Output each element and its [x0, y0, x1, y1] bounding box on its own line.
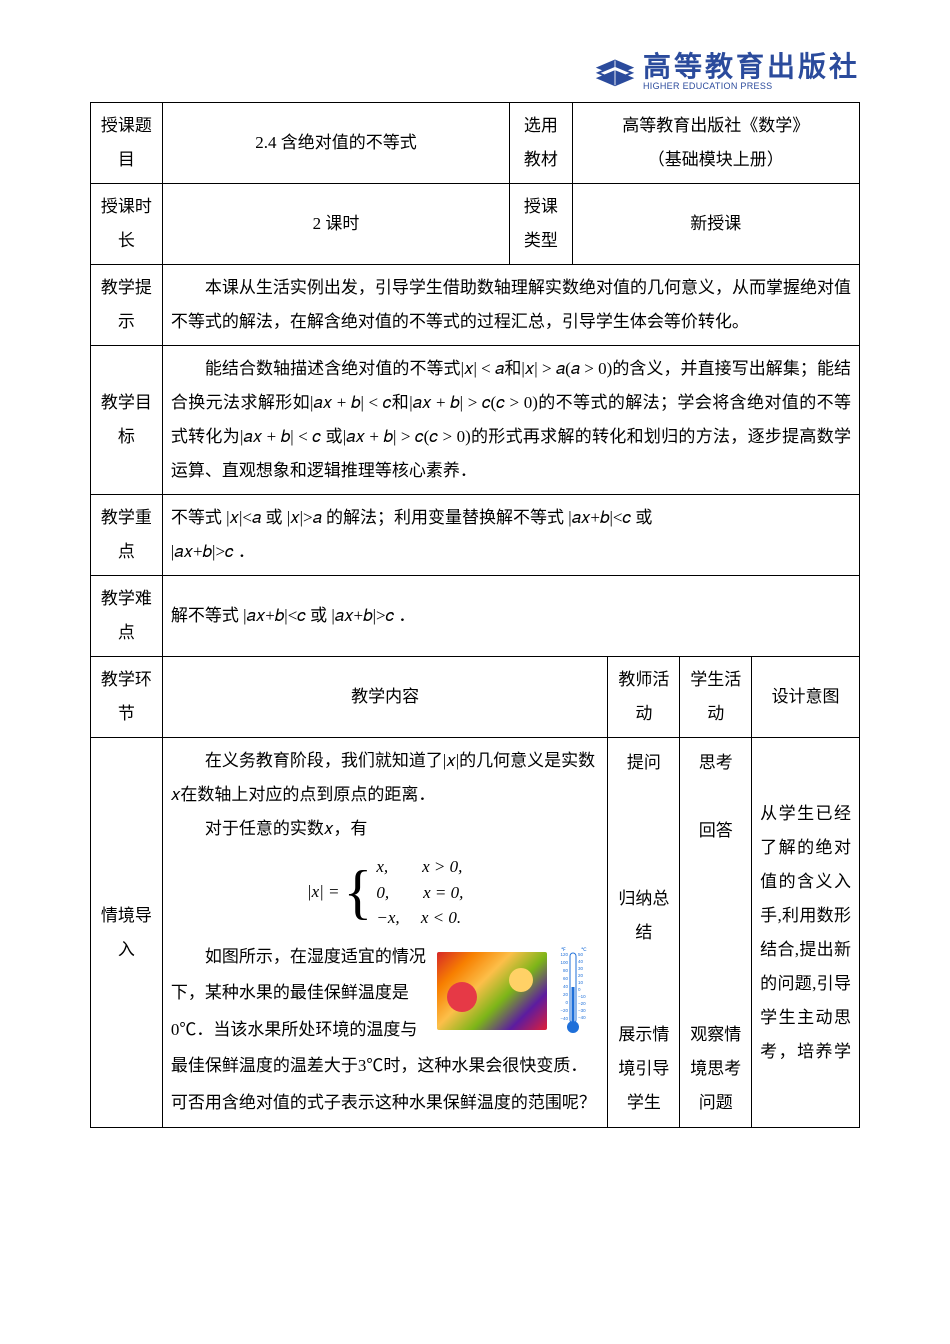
- left-brace-icon: {: [344, 862, 373, 922]
- cell-duration: 2 课时: [162, 184, 509, 265]
- svg-text:30: 30: [578, 966, 584, 971]
- svg-text:−10: −10: [578, 994, 586, 999]
- piecewise-lhs: |x| =: [307, 875, 340, 909]
- svg-text:100: 100: [561, 960, 569, 965]
- svg-text:20: 20: [563, 992, 569, 997]
- label-type: 授课类型: [510, 184, 572, 265]
- svg-text:−20: −20: [561, 1008, 569, 1013]
- col-content: 教学内容: [162, 657, 608, 738]
- label-textbook: 选用教材: [510, 103, 572, 184]
- label-textbook-text: 选用教材: [524, 116, 558, 169]
- svg-text:−20: −20: [578, 1001, 586, 1006]
- cell-textbook: 高等教育出版社《数学》 （基础模块上册）: [572, 103, 860, 184]
- label-scene-text: 情境导入: [101, 906, 152, 959]
- svg-text:−40: −40: [561, 1016, 569, 1021]
- publisher-header: 高等教育出版社 HIGHER EDUCATION PRESS: [90, 50, 860, 94]
- label-duration: 授课时长: [91, 184, 163, 265]
- label-scene: 情境导入: [91, 738, 163, 1128]
- svg-text:0: 0: [578, 987, 581, 992]
- label-keypoint-text: 教学重点: [101, 508, 152, 561]
- piecewise-definition: |x| = { x, x > 0, 0, x = 0, −x, x < 0.: [171, 854, 600, 931]
- cell-scene-content: 在义务教育阶段，我们就知道了|𝑥|的几何意义是实数𝑥在数轴上对应的点到原点的距离…: [162, 738, 608, 1128]
- svg-text:10: 10: [578, 980, 584, 985]
- scene-p1: 在义务教育阶段，我们就知道了|𝑥|的几何意义是实数𝑥在数轴上对应的点到原点的距离…: [171, 744, 600, 812]
- lesson-plan-table: 授课题目 2.4 含绝对值的不等式 选用教材 高等教育出版社《数学》 （基础模块…: [90, 102, 860, 1128]
- svg-text:−30: −30: [578, 1008, 586, 1013]
- label-keypoint: 教学重点: [91, 495, 163, 576]
- label-goal: 教学目标: [91, 346, 163, 495]
- cell-design-intent: 从学生已经了解的绝对值的含义入手,利用数形结合,提出新的问题,引导学生主动思考，…: [752, 738, 860, 1128]
- svg-text:0: 0: [566, 1000, 569, 1005]
- svg-text:−40: −40: [578, 1015, 586, 1020]
- case-2: 0, x = 0,: [376, 880, 463, 906]
- svg-text:80: 80: [563, 968, 569, 973]
- logo-english: HIGHER EDUCATION PRESS: [643, 82, 860, 91]
- textbook-line2: （基础模块上册）: [581, 143, 852, 177]
- label-difficulty: 教学难点: [91, 576, 163, 657]
- col-teacher: 教师活动: [608, 657, 680, 738]
- keypoint-post: |𝑎𝑥+𝑏|>𝑐 ．: [171, 542, 255, 561]
- col-student: 学生活动: [680, 657, 752, 738]
- logo-chinese: 高等教育出版社: [643, 54, 860, 82]
- keypoint-pre: 不等式 |𝑥|<𝑎 或 |𝑥|>𝑎 的解法；利用变量替换解不等式 |𝑎𝑥+𝑏|<…: [171, 508, 652, 527]
- label-topic: 授课题目: [91, 103, 163, 184]
- book-stack-icon: [593, 50, 637, 94]
- svg-text:20: 20: [578, 973, 584, 978]
- col-stage-text: 教学环节: [101, 670, 152, 723]
- col-stage: 教学环节: [91, 657, 163, 738]
- case-3: −x, x < 0.: [376, 905, 463, 931]
- case-1: x, x > 0,: [376, 854, 463, 880]
- svg-text:50: 50: [578, 952, 584, 957]
- cell-tips: 本课从生活实例出发，引导学生借助数轴理解实数绝对值的几何意义，从而掌握绝对值不等…: [162, 265, 859, 346]
- svg-text:120: 120: [561, 952, 569, 957]
- publisher-logo: 高等教育出版社 HIGHER EDUCATION PRESS: [593, 50, 860, 94]
- cell-student-activity: 思考 回答 观察情境思考问题: [680, 738, 752, 1128]
- svg-text:40: 40: [578, 959, 584, 964]
- label-topic-text: 授课题目: [101, 116, 152, 169]
- svg-text:60: 60: [563, 976, 569, 981]
- label-duration-text: 授课时长: [101, 197, 152, 250]
- label-difficulty-text: 教学难点: [101, 589, 152, 642]
- svg-text:40: 40: [563, 984, 569, 989]
- col-design: 设计意图: [752, 657, 860, 738]
- label-goal-text: 教学目标: [101, 393, 152, 446]
- label-tips-text: 教学提示: [101, 278, 152, 331]
- textbook-line1: 高等教育出版社《数学》: [581, 109, 852, 143]
- label-tips: 教学提示: [91, 265, 163, 346]
- thermometer-icon: ℉ ℃ 120 100 80 60 40: [551, 943, 595, 1039]
- fruit-photo: [437, 952, 547, 1030]
- cell-type: 新授课: [572, 184, 860, 265]
- cell-keypoint: 不等式 |𝑥|<𝑎 或 |𝑥|>𝑎 的解法；利用变量替换解不等式 |𝑎𝑥+𝑏|<…: [162, 495, 859, 576]
- cell-difficulty: 解不等式 |𝑎𝑥+𝑏|<𝑐 或 |𝑎𝑥+𝑏|>𝑐 ．: [162, 576, 859, 657]
- label-type-text: 授课类型: [524, 197, 558, 250]
- cell-topic: 2.4 含绝对值的不等式: [162, 103, 509, 184]
- scene-p2: 对于任意的实数𝑥，有: [171, 812, 600, 846]
- cell-goal: 能结合数轴描述含绝对值的不等式|𝑥| < 𝑎和|𝑥| > 𝑎(𝑎 > 0)的含义…: [162, 346, 859, 495]
- cell-teacher-activity: 提问 归纳总结 展示情境引导学生: [608, 738, 680, 1128]
- illustration-wrap: ℉ ℃ 120 100 80 60 40: [437, 943, 595, 1039]
